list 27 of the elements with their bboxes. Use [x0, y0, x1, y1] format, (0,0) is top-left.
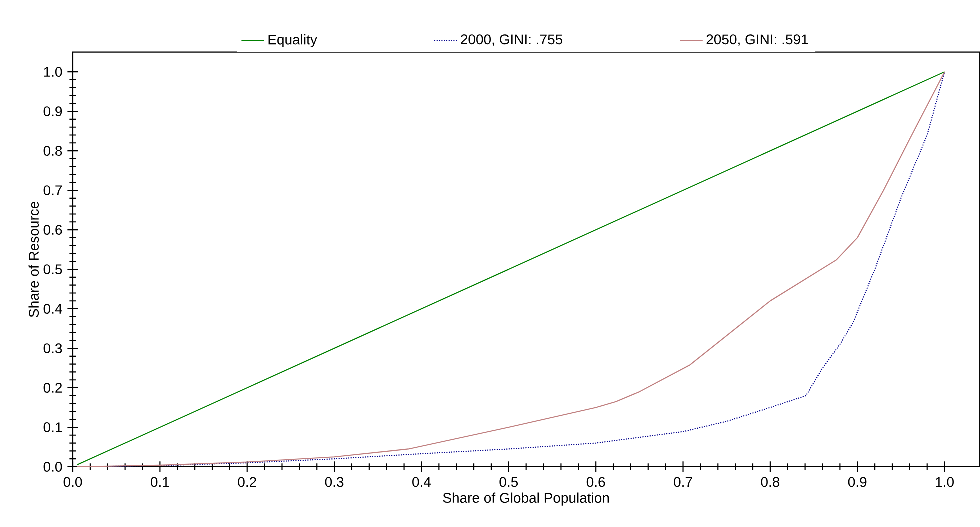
y-tick-label: 1.0: [44, 67, 62, 78]
legend-label: 2000, GINI: .755: [461, 34, 563, 46]
y-tick-label: 0.6: [44, 225, 62, 235]
x-axis-title: Share of Global Population: [443, 492, 610, 506]
x-tick-label: 0.1: [151, 477, 170, 488]
y-tick-label: 0.1: [44, 422, 62, 432]
y-tick-label: 0.7: [44, 186, 62, 196]
x-tick-label: 0.3: [325, 477, 344, 488]
x-tick-label: 0.8: [761, 477, 780, 488]
x-tick-label: 0.6: [586, 477, 606, 488]
y-tick-label: 0.8: [44, 146, 62, 156]
x-tick-label: 0.4: [412, 477, 432, 488]
y-tick-label: 0.3: [44, 344, 62, 354]
x-tick-label: 0.0: [64, 477, 82, 488]
y-tick-label: 0.2: [44, 383, 62, 393]
legend-label: 2050, GINI: .591: [706, 34, 808, 46]
y-tick-label: 0.9: [44, 106, 62, 117]
x-tick-label: 0.7: [674, 477, 692, 488]
legend-label: Equality: [268, 34, 318, 48]
x-tick-label: 0.2: [238, 477, 256, 488]
y-tick-label: 0.5: [44, 264, 62, 274]
y-tick-label: 0.4: [44, 304, 62, 314]
x-tick-label: 1.0: [936, 477, 954, 488]
y-axis-title: Share of Resource: [28, 202, 40, 318]
x-tick-label: 0.9: [848, 477, 867, 488]
y-tick-label: 0.0: [44, 462, 62, 472]
x-tick-label: 0.5: [500, 477, 518, 488]
